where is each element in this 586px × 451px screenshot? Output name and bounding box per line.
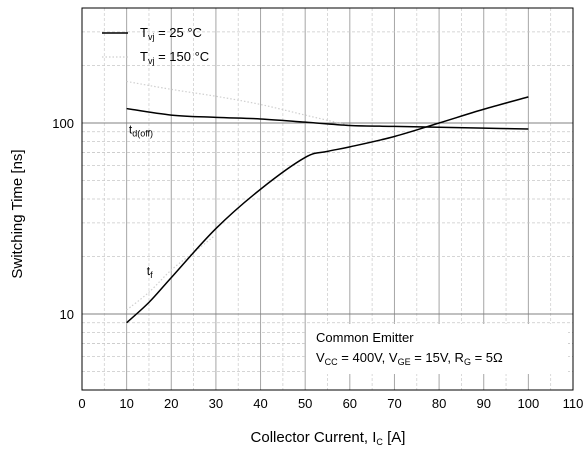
line-150c-tdoff bbox=[126, 80, 350, 127]
line-150c-tf bbox=[126, 234, 217, 311]
note-line-1: Common Emitter bbox=[316, 330, 414, 345]
curve-annotations: td(off) tf bbox=[129, 123, 153, 280]
legend-label: Tvj = 150 °C bbox=[140, 49, 209, 66]
note-line-2: VCC = 400V, VGE = 15V, RG = 5Ω bbox=[316, 350, 503, 367]
x-tick-label: 100 bbox=[518, 396, 540, 411]
curve-label: tf bbox=[147, 264, 153, 280]
x-tick-label: 0 bbox=[78, 396, 85, 411]
x-axis-title: Collector Current, IC [A] bbox=[251, 429, 406, 447]
x-tick-label: 80 bbox=[432, 396, 446, 411]
legend: Tvj = 25 °C Tvj = 150 °C bbox=[102, 25, 209, 66]
curve-label: td(off) bbox=[129, 123, 153, 139]
y-tick-label: 100 bbox=[52, 116, 74, 131]
line-25c-tf bbox=[126, 96, 529, 324]
legend-label: Tvj = 25 °C bbox=[140, 25, 202, 42]
x-tick-label: 50 bbox=[298, 396, 312, 411]
x-tick-label: 110 bbox=[563, 396, 584, 411]
x-tick-label: 20 bbox=[164, 396, 178, 411]
test-conditions-note: Common Emitter VCC = 400V, VGE = 15V, RG … bbox=[306, 324, 568, 374]
line-25c-tdoff bbox=[126, 107, 529, 130]
x-tick-label: 40 bbox=[253, 396, 267, 411]
plot-series bbox=[126, 80, 529, 324]
plot-frame bbox=[81, 7, 574, 391]
x-tick-label: 90 bbox=[476, 396, 490, 411]
axis-ticks: 0 10 20 30 40 50 60 70 80 90 100 110 10 100 bbox=[52, 116, 583, 411]
note-background bbox=[306, 324, 568, 374]
x-tick-label: 30 bbox=[209, 396, 223, 411]
x-tick-label: 10 bbox=[119, 396, 133, 411]
x-tick-label: 60 bbox=[343, 396, 357, 411]
y-axis-title: Switching Time [ns] bbox=[9, 149, 26, 278]
x-tick-label: 70 bbox=[387, 396, 401, 411]
y-tick-label: 10 bbox=[60, 307, 74, 322]
